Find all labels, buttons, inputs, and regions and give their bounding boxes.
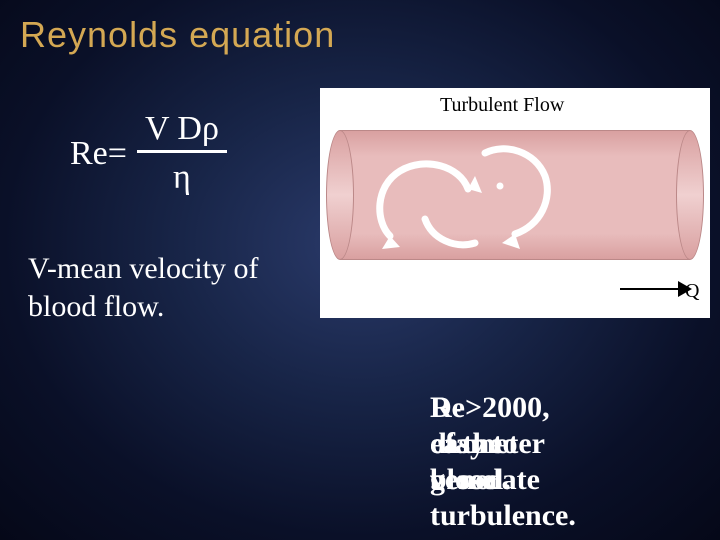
definition-line2: blood flow. (28, 290, 164, 323)
flow-arrow (620, 288, 680, 290)
diagram-title-text: Turbulent Flow (440, 94, 564, 116)
velocity-definition: V-mean velocity of blood flow. (28, 250, 259, 325)
note-3a: turbulence. (430, 499, 576, 532)
note-0a: Re>2000, (430, 391, 550, 424)
formula-lhs: Re= (70, 135, 127, 173)
slide-title: Reynolds equation (20, 14, 335, 56)
formula-fraction: V Dρ η (137, 110, 227, 197)
slide-title-text: Reynolds equation (20, 14, 335, 55)
turbulence-swirls (340, 131, 690, 261)
formula-numerator: V Dρ (137, 110, 227, 150)
bottom-note: D-diameter Re>2000, of the blood easy to… (430, 390, 576, 534)
note-line-1: of the blood easy to (430, 426, 576, 462)
note-line-0: D-diameter Re>2000, (430, 390, 576, 426)
diagram-title: Turbulent Flow (440, 94, 564, 117)
formula-denominator: η (165, 153, 199, 197)
flow-label-text: Q (685, 280, 699, 302)
note-line-3: turbulence. (430, 498, 576, 534)
blood-vessel-tube (340, 130, 690, 260)
flow-label: Q (685, 280, 699, 303)
note-2a: generate (430, 463, 540, 496)
note-1a: easy to (430, 427, 517, 460)
definition-line1: V-mean velocity of (28, 252, 259, 285)
reynolds-formula: Re= V Dρ η (70, 110, 227, 197)
turbulent-flow-diagram: Turbulent Flow Q (320, 88, 710, 318)
note-line-2: vessel. generate (430, 462, 576, 498)
